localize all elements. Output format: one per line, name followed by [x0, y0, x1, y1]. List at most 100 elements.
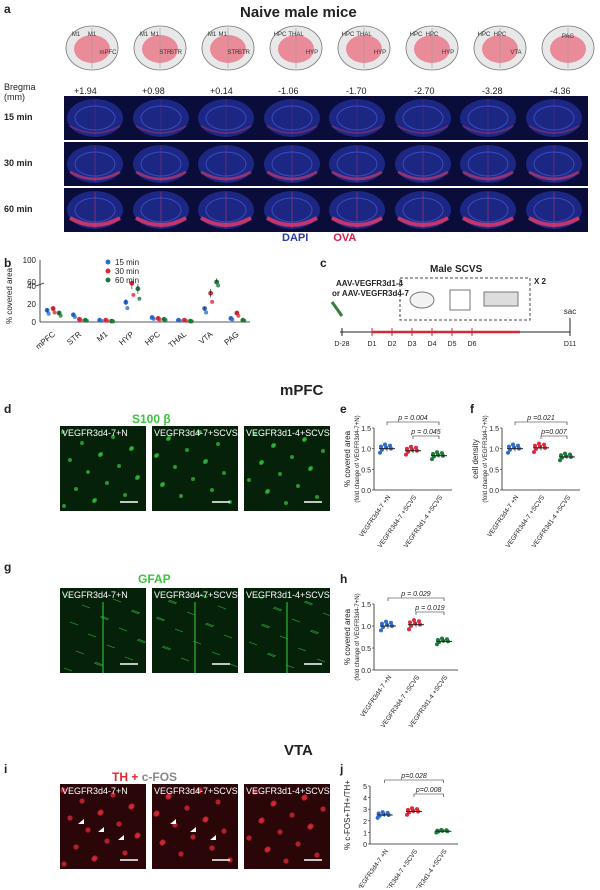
micro-process	[136, 639, 146, 644]
micro-process	[199, 593, 209, 598]
b-point	[72, 314, 77, 319]
micro-process	[204, 623, 214, 628]
plot-point	[564, 454, 568, 459]
micro-process	[118, 627, 128, 632]
micro-process	[93, 662, 103, 667]
brain-section	[198, 99, 254, 137]
brain-section	[132, 99, 189, 137]
ova-signal	[397, 125, 448, 134]
panel-h-chart: 0.0 0.5 1.0 1.5 % covered area (fold change o…	[343, 591, 458, 729]
micro-cell	[265, 846, 271, 852]
plot-y-tick: 0.5	[361, 467, 371, 474]
micro-cell	[190, 834, 196, 840]
micro-cell	[320, 806, 326, 812]
b-point	[58, 313, 63, 318]
c-protocol-label: Male SCVS	[430, 264, 483, 275]
b-x-tick: STR	[65, 330, 83, 347]
micro-cell	[209, 845, 215, 851]
row-label: 30 min	[4, 158, 33, 168]
b-y-tick: 40	[27, 282, 36, 291]
micro-process	[322, 612, 332, 617]
micro-cell	[105, 481, 109, 485]
plot-sig-bracket-2	[415, 611, 445, 615]
micro-cell	[210, 488, 214, 492]
panel-f-chart: 0.0 0.5 1.0 1.5 cell density (fold change of …	[471, 415, 580, 549]
dapi-contour	[336, 105, 378, 131]
micro-cell	[135, 832, 141, 838]
micro-process	[180, 657, 190, 662]
micro-condition-label: VEGFR3d4-7+N	[62, 428, 128, 438]
micro-cell	[136, 475, 140, 479]
plot-y-tick: 0.0	[361, 668, 371, 675]
micro-process	[297, 647, 307, 652]
micro-arrowhead	[98, 827, 104, 832]
plot-point	[404, 452, 408, 457]
panel-d-stain: S100 β	[132, 412, 171, 426]
brain-section	[198, 145, 254, 183]
micro-cell	[272, 443, 276, 447]
micro-cell	[130, 446, 134, 450]
micro-cell	[61, 861, 67, 867]
b-x-tick: PAG	[222, 330, 240, 347]
micro-texture	[246, 789, 326, 864]
b-axis-break	[35, 282, 45, 287]
b-x-tick: HPC	[143, 330, 162, 348]
atlas-region-label: HYP	[306, 50, 318, 56]
b-point	[78, 318, 83, 323]
plot-point	[417, 619, 421, 624]
micro-image: VEGFR3d4-7+N	[60, 426, 146, 511]
b-legend-marker	[105, 259, 111, 265]
micro-cell	[155, 453, 159, 457]
ova-signal	[265, 170, 318, 181]
atlas-region-label: HPC	[426, 32, 439, 38]
plot-y-tick: 1.5	[361, 602, 371, 609]
micro-process	[99, 616, 109, 621]
dapi-contour	[336, 151, 378, 177]
plot-x-tick: VEGFR3d4-7 +N	[356, 848, 390, 888]
plot-p-value-2: p=0.007	[540, 429, 568, 436]
panel-e-chart: 0.0 0.5 1.0 1.5 % covered area (fold change o…	[343, 415, 452, 549]
row-label: 15 min	[4, 112, 33, 122]
micro-arrowhead	[210, 835, 216, 840]
panel-c-letter: c	[320, 256, 327, 270]
c-virus-2: or AAV-VEGFR3d4-7	[332, 289, 409, 298]
micro-cell	[216, 442, 220, 446]
brain-section	[525, 145, 582, 183]
dapi-contour	[74, 105, 116, 131]
c-day-label: D11	[564, 341, 576, 348]
micro-process	[155, 617, 165, 622]
micro-cell	[86, 470, 90, 474]
micro-process	[87, 633, 97, 638]
plot-point	[537, 441, 541, 446]
panel-h-letter: h	[340, 572, 348, 586]
plot-y-tick: 0.5	[489, 467, 499, 474]
micro-cell	[222, 471, 226, 475]
plot-sig-bracket-1	[384, 779, 444, 783]
b-point	[216, 283, 221, 288]
micro-cell	[246, 835, 252, 841]
micro-cell	[284, 501, 288, 505]
atlas-region-label: HPC	[274, 32, 287, 38]
micro-cell	[309, 466, 313, 470]
dapi-contour	[271, 105, 312, 131]
panel-g-letter: g	[4, 560, 12, 574]
plot-sig-bracket-2	[412, 435, 440, 439]
ova-signal	[134, 170, 187, 181]
micro-cell	[67, 815, 73, 821]
plot-point	[377, 813, 382, 818]
plot-point	[560, 455, 564, 460]
atlas-region-label: VTA	[510, 50, 521, 56]
micro-arrowhead	[170, 819, 176, 824]
b-y-tick: 60	[27, 278, 36, 287]
atlas-section-5: HPC HPC HYP	[405, 25, 459, 71]
b-point	[52, 310, 57, 315]
dapi-contour	[533, 151, 574, 177]
brain-section	[394, 191, 451, 229]
plot-point	[379, 444, 383, 449]
dapi-signal	[394, 145, 451, 183]
micro-cell	[111, 435, 115, 439]
micro-cell	[123, 493, 127, 497]
plot-point	[532, 450, 536, 455]
b-legend-label: 30 min	[115, 267, 139, 276]
